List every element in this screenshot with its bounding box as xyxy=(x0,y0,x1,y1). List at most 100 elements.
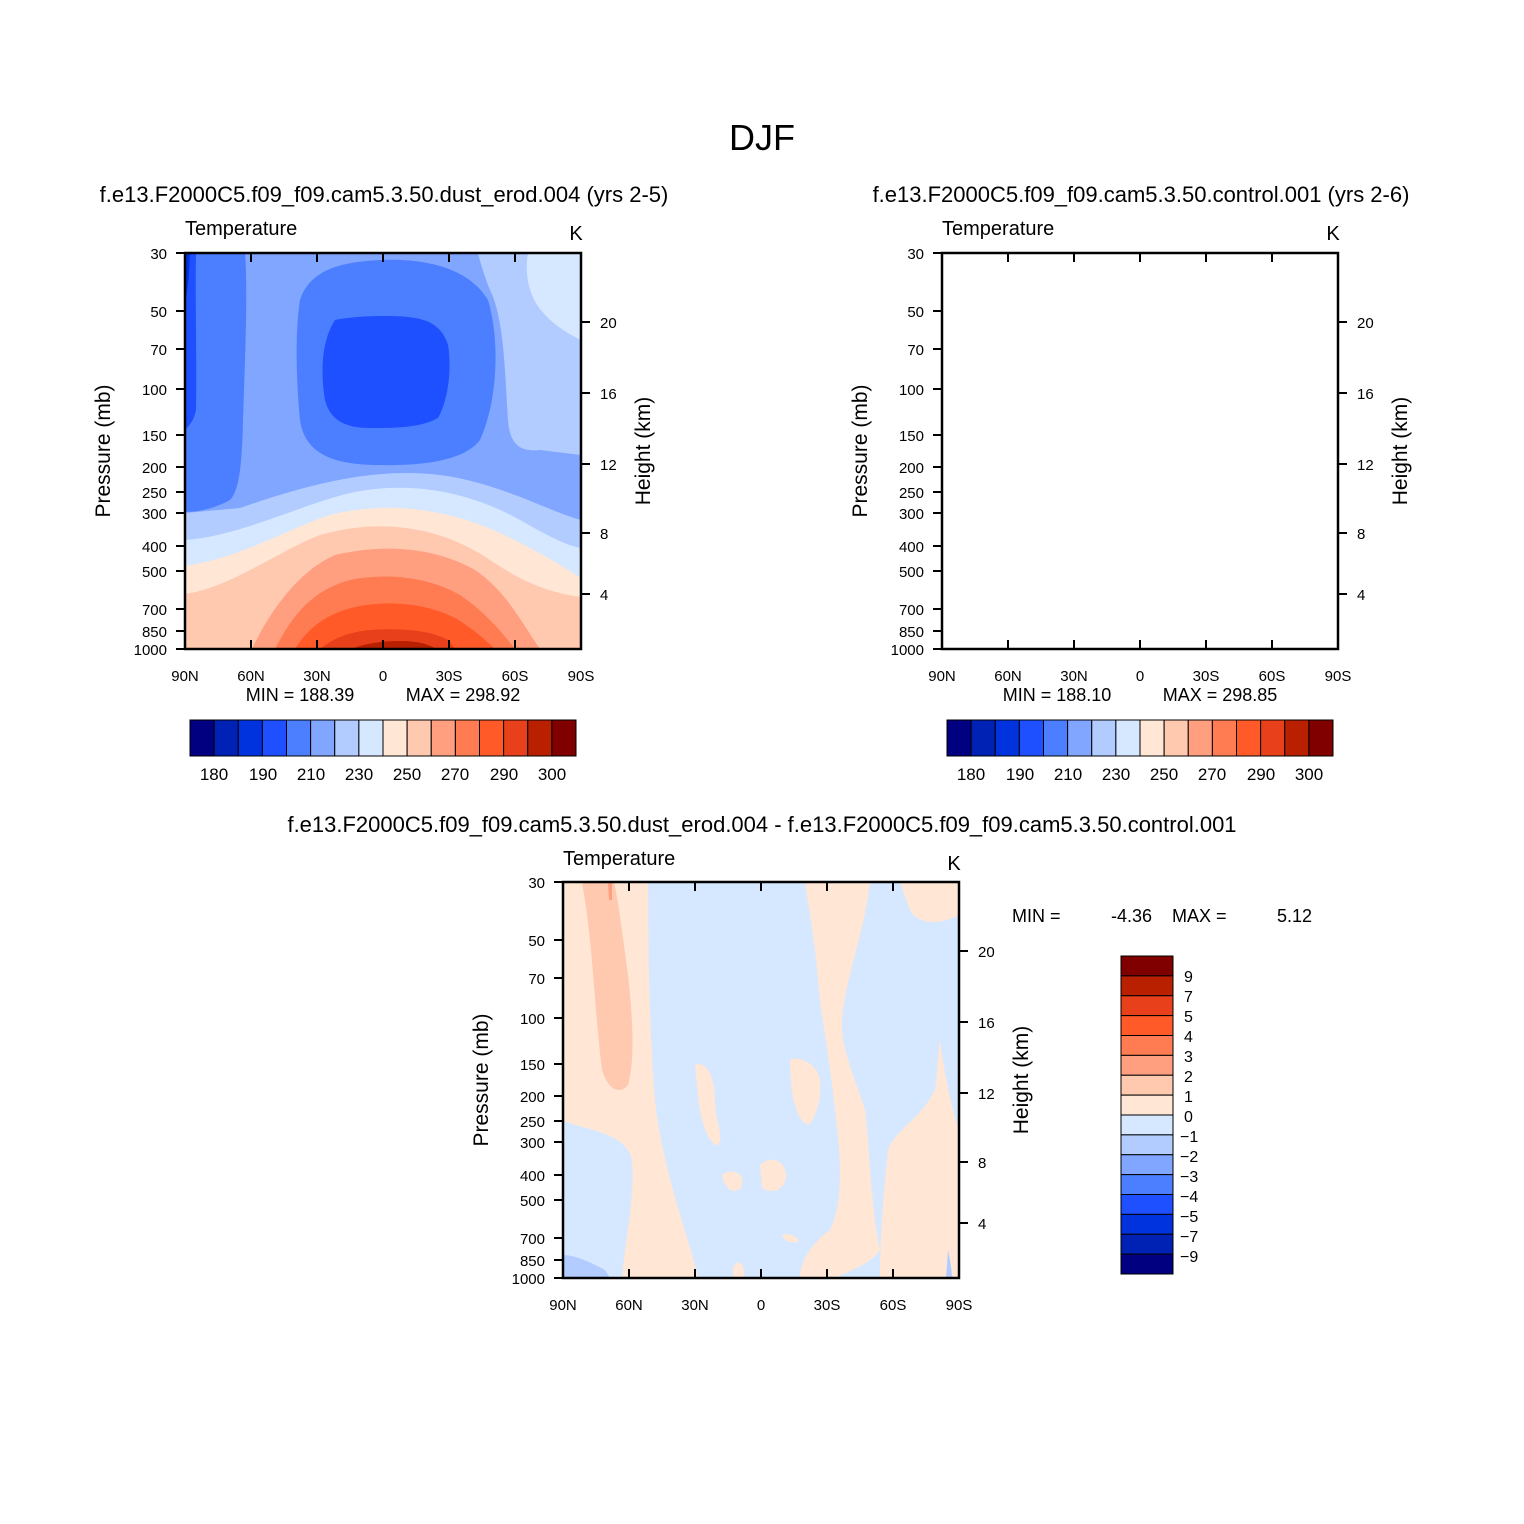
height-tick-label: 4 xyxy=(978,1216,986,1233)
height-tick-label: 8 xyxy=(978,1155,986,1172)
panel-control-xticklabels: 90N 60N 30N 0 30S 60S 90S xyxy=(928,668,1351,685)
colorbar-swatch xyxy=(1120,1015,1174,1036)
colorbar-label: 270 xyxy=(441,765,469,784)
contour-band-pos-0-1-blob-4 xyxy=(722,1171,743,1191)
colorbar-label: 290 xyxy=(1247,765,1275,784)
height-tick-label: 4 xyxy=(1357,587,1365,604)
colorbar-swatch xyxy=(1211,719,1237,757)
x-tick-label: 60N xyxy=(237,668,265,685)
colorbar-swatch xyxy=(358,719,384,757)
colorbar-swatch xyxy=(1120,1194,1174,1215)
y-tick-label: 30 xyxy=(907,246,924,263)
colorbar-swatch xyxy=(503,719,529,757)
height-tick-label: 20 xyxy=(1357,315,1374,332)
panel-control-ylabel: Pressure (mb) xyxy=(849,384,872,517)
panel-diff-ylabel: Pressure (mb) xyxy=(470,1013,493,1146)
colorbar-swatch xyxy=(1120,1154,1174,1176)
colorbar-label: −4 xyxy=(1180,1189,1198,1206)
panel-diff-max-label: MAX = xyxy=(1172,906,1227,926)
panel-diff-units: K xyxy=(947,853,961,875)
x-tick-label: 90S xyxy=(1325,668,1352,685)
panel-control-ylabel-right: Height (km) xyxy=(1389,397,1412,506)
y-tick-label: 200 xyxy=(142,460,167,477)
y-tick-label: 850 xyxy=(520,1253,545,1270)
y-tick-label: 30 xyxy=(150,246,167,263)
colorbar-label: 2 xyxy=(1184,1069,1193,1086)
panel-dust-contours xyxy=(185,253,581,649)
y-tick-label: 500 xyxy=(142,564,167,581)
panel-control-colorbar xyxy=(946,719,1334,757)
colorbar-label: −3 xyxy=(1180,1169,1198,1186)
panel-control-yrightticklabels: 20 16 12 8 4 xyxy=(1357,315,1374,604)
colorbar-swatch xyxy=(1236,719,1262,757)
panel-control-contours xyxy=(942,253,1338,649)
colorbar-swatch xyxy=(1018,719,1044,757)
panel-diff-title: f.e13.F2000C5.f09_f09.cam5.3.50.dust_ero… xyxy=(287,812,1236,837)
panel-diff-variable: Temperature xyxy=(563,848,675,870)
colorbar-swatch xyxy=(237,719,263,757)
panel-control: f.e13.F2000C5.f09_f09.cam5.3.50.control.… xyxy=(849,182,1412,784)
contour-band-cold-polar-200 xyxy=(942,253,953,430)
colorbar-swatch xyxy=(527,719,553,757)
colorbar-label: 3 xyxy=(1184,1049,1193,1066)
panel-dust-title: f.e13.F2000C5.f09_f09.cam5.3.50.dust_ero… xyxy=(100,182,669,207)
colorbar-swatch xyxy=(1115,719,1141,757)
y-tick-label: 400 xyxy=(142,539,167,556)
colorbar-label: 270 xyxy=(1198,765,1226,784)
panel-dust-min: MIN = 188.39 xyxy=(246,685,355,705)
y-tick-label: 50 xyxy=(907,304,924,321)
contour-band-cold-210 xyxy=(1054,260,1253,465)
y-tick-label: 400 xyxy=(899,539,924,556)
contour-band-cold-200 xyxy=(322,316,450,428)
height-tick-label: 16 xyxy=(600,386,617,403)
x-tick-label: 90N xyxy=(928,668,956,685)
panel-dust-ylabel: Pressure (mb) xyxy=(92,384,115,517)
y-tick-label: 700 xyxy=(520,1231,545,1248)
panel-dust: f.e13.F2000C5.f09_f09.cam5.3.50.dust_ero… xyxy=(92,182,668,784)
panel-control-yticklabels: 30 50 70 100 150 200 250 300 400 500 700… xyxy=(891,246,924,659)
panel-control-frame xyxy=(940,251,1340,651)
colorbar-label: 5 xyxy=(1184,1009,1193,1026)
contour-band-cold-polar-210 xyxy=(942,253,1003,512)
colorbar-label: 190 xyxy=(1006,765,1034,784)
contour-band-warm-235 xyxy=(942,473,1338,649)
panel-diff-yticklabels: 30 50 70 100 150 200 250 300 400 500 700… xyxy=(512,875,545,1288)
height-tick-label: 12 xyxy=(600,457,617,474)
contour-band-pos-0-1-ne xyxy=(900,882,959,922)
colorbar-swatch xyxy=(1120,1054,1174,1076)
contour-band-neg-1-2-edge xyxy=(946,1250,952,1278)
colorbar-swatch xyxy=(430,719,456,757)
colorbar-swatch xyxy=(406,719,432,757)
colorbar-swatch xyxy=(1120,975,1174,997)
colorbar-swatch xyxy=(1120,1253,1174,1275)
y-tick-label: 300 xyxy=(520,1135,545,1152)
y-tick-label: 700 xyxy=(142,602,167,619)
y-tick-label: 200 xyxy=(899,460,924,477)
colorbar-label: 7 xyxy=(1184,989,1193,1006)
panel-diff-yrightticklabels: 20 16 12 8 4 xyxy=(978,944,995,1233)
x-tick-label: 90S xyxy=(568,668,595,685)
y-tick-label: 300 xyxy=(142,506,167,523)
figure-title: DJF xyxy=(729,117,795,158)
colorbar-swatch xyxy=(213,719,239,757)
colorbar-label: −7 xyxy=(1180,1229,1198,1246)
panel-diff-colorbar xyxy=(1120,955,1174,1275)
contour-band-warm-300 xyxy=(352,641,436,649)
x-tick-label: 90N xyxy=(549,1297,577,1314)
height-tick-label: 16 xyxy=(978,1015,995,1032)
colorbar-swatch xyxy=(1120,1134,1174,1156)
panel-diff-max-value: 5.12 xyxy=(1277,906,1312,926)
panel-diff: f.e13.F2000C5.f09_f09.cam5.3.50.dust_ero… xyxy=(287,812,1312,1314)
contour-band-cold-200 xyxy=(1079,316,1206,428)
colorbar-swatch xyxy=(994,719,1020,757)
contour-band-warm-255 xyxy=(942,508,1338,649)
colorbar-swatch xyxy=(1163,719,1189,757)
colorbar-label: 1 xyxy=(1184,1089,1193,1106)
y-tick-label: 1000 xyxy=(891,642,924,659)
colorbar-swatch xyxy=(1120,1233,1174,1255)
colorbar-label: 180 xyxy=(200,765,228,784)
y-tick-label: 250 xyxy=(899,485,924,502)
contour-band-pos-0-1-blob-3 xyxy=(760,1159,786,1192)
x-tick-label: 30N xyxy=(303,668,331,685)
